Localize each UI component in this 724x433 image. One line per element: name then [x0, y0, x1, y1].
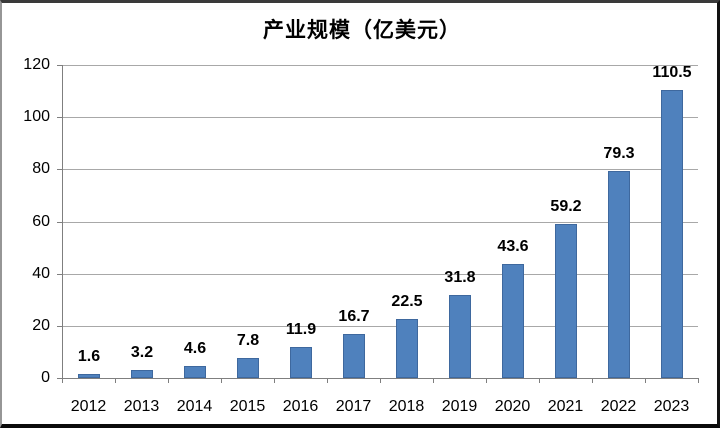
x-tick-label: 2015: [229, 398, 266, 415]
x-axis-tick: [221, 378, 222, 383]
bar-2023: [661, 90, 683, 378]
x-axis-tick: [380, 378, 381, 383]
y-axis-tick: [57, 274, 62, 275]
bar-value-label: 1.6: [77, 348, 101, 365]
x-axis-tick: [62, 378, 63, 383]
bar-value-label: 16.7: [338, 308, 370, 325]
x-axis-tick: [168, 378, 169, 383]
y-axis-tick: [57, 65, 62, 66]
gridline-120: [62, 65, 698, 66]
bar-value-label: 4.6: [183, 340, 207, 357]
bar-2020: [502, 264, 524, 378]
bar-value-label: 110.5: [652, 64, 692, 81]
bar-value-label: 59.2: [550, 198, 582, 215]
x-axis-tick: [274, 378, 275, 383]
bar-value-label: 7.8: [236, 332, 260, 349]
x-tick-label: 2019: [441, 398, 478, 415]
gridline-20: [62, 326, 698, 327]
y-tick-label: 60: [32, 213, 50, 230]
bar-2014: [184, 366, 206, 378]
bar-2015: [237, 358, 259, 378]
x-tick-label: 2021: [547, 398, 584, 415]
y-tick-label: 20: [32, 317, 50, 334]
x-axis-tick: [433, 378, 434, 383]
bar-value-label: 43.6: [497, 238, 529, 255]
x-axis-tick: [645, 378, 646, 383]
y-tick-label: 100: [23, 108, 50, 125]
bar-2019: [449, 295, 471, 378]
chart-title: 产业规模（亿美元）: [263, 19, 461, 42]
bar-2017: [343, 334, 365, 378]
x-tick-label: 2017: [335, 398, 372, 415]
y-axis-tick: [57, 326, 62, 327]
y-tick-label: 40: [32, 265, 50, 282]
bar-2013: [131, 370, 153, 378]
x-tick-label: 2020: [494, 398, 531, 415]
x-axis-tick: [698, 378, 699, 383]
x-tick-label: 2012: [70, 398, 107, 415]
y-tick-label: 120: [23, 56, 50, 73]
bar-2022: [608, 171, 630, 378]
gridline-80: [62, 169, 698, 170]
y-axis-tick: [57, 169, 62, 170]
x-axis-tick: [539, 378, 540, 383]
x-tick-label: 2023: [653, 398, 690, 415]
y-tick-label: 0: [41, 369, 50, 386]
bar-2018: [396, 319, 418, 378]
y-axis-tick: [57, 117, 62, 118]
bar-2012: [78, 374, 100, 378]
x-axis-tick: [486, 378, 487, 383]
x-tick-label: 2013: [123, 398, 160, 415]
bar-value-label: 31.8: [444, 269, 476, 286]
x-axis-tick: [327, 378, 328, 383]
x-tick-label: 2014: [176, 398, 213, 415]
bar-value-label: 3.2: [130, 344, 154, 361]
gridline-40: [62, 274, 698, 275]
bar-value-label: 11.9: [285, 321, 317, 338]
x-axis-tick: [592, 378, 593, 383]
bar-2021: [555, 224, 577, 378]
x-axis-tick: [115, 378, 116, 383]
y-tick-label: 80: [32, 160, 50, 177]
x-tick-label: 2016: [282, 398, 319, 415]
bar-2016: [290, 347, 312, 378]
y-axis-tick: [57, 378, 62, 379]
x-tick-label: 2022: [600, 398, 637, 415]
y-axis-tick: [57, 222, 62, 223]
gridline-100: [62, 117, 698, 118]
bar-value-label: 22.5: [391, 293, 423, 310]
bar-value-label: 79.3: [603, 145, 635, 162]
x-tick-label: 2018: [388, 398, 425, 415]
y-axis-line: [62, 65, 63, 378]
gridline-60: [62, 222, 698, 223]
